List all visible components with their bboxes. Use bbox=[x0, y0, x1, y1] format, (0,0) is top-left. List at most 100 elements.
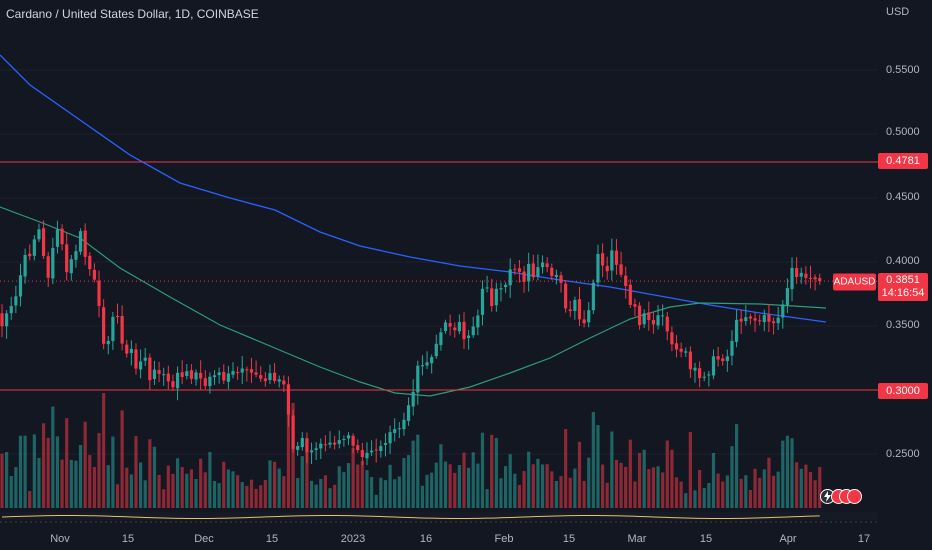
candle-body bbox=[605, 265, 609, 272]
volume-bar bbox=[28, 491, 32, 508]
candle-body bbox=[106, 340, 110, 345]
volume-bar bbox=[0, 453, 4, 508]
candle-body bbox=[568, 309, 572, 312]
volume-bar bbox=[448, 464, 452, 508]
time-tick: 2023 bbox=[340, 533, 366, 545]
volume-bar bbox=[249, 479, 254, 508]
time-axis[interactable]: Nov 15 Dec 15 2023 16 Feb 15 Mar 15 Apr … bbox=[0, 530, 932, 550]
volume-bar bbox=[383, 480, 388, 508]
volume-bar bbox=[65, 418, 69, 508]
candle-body bbox=[808, 277, 813, 279]
candle-body bbox=[776, 317, 780, 324]
candle-body bbox=[406, 405, 411, 421]
candle-body bbox=[767, 314, 771, 322]
candle-body bbox=[78, 231, 83, 252]
candle-body bbox=[383, 443, 388, 446]
candle-body bbox=[434, 343, 438, 357]
volume-bar bbox=[804, 464, 808, 508]
volume-bar bbox=[356, 464, 360, 508]
chart-pane[interactable] bbox=[0, 0, 878, 530]
candle-body bbox=[370, 450, 374, 453]
volume-bar bbox=[554, 480, 558, 508]
candle-body bbox=[513, 268, 517, 270]
candle-body bbox=[92, 269, 96, 280]
volume-bar bbox=[457, 465, 461, 508]
candle-body bbox=[194, 372, 198, 380]
volume-bar bbox=[14, 467, 18, 508]
candle-body bbox=[254, 372, 258, 375]
candle-body bbox=[282, 380, 286, 385]
candle-body bbox=[661, 315, 665, 317]
volume-bar bbox=[670, 449, 674, 508]
volume-bar bbox=[41, 423, 46, 508]
candle-body bbox=[171, 381, 175, 388]
volume-bar bbox=[148, 439, 152, 508]
candle-body bbox=[346, 435, 351, 439]
candle-body bbox=[236, 372, 240, 374]
candle-body bbox=[217, 372, 221, 376]
volume-bar bbox=[499, 478, 503, 508]
candle-body bbox=[587, 310, 591, 323]
flag-icon[interactable] bbox=[847, 489, 862, 504]
candle-body bbox=[397, 428, 401, 430]
volume-bar bbox=[175, 458, 180, 508]
candle-body bbox=[457, 322, 461, 332]
volume-bar bbox=[517, 484, 522, 508]
time-tick: 15 bbox=[121, 533, 135, 545]
volume-bar bbox=[591, 412, 595, 508]
price-scale[interactable]: USD 0.5500 0.5000 0.4500 0.4000 0.3500 0… bbox=[878, 0, 932, 530]
price-chart[interactable] bbox=[0, 0, 878, 530]
time-tick: 15 bbox=[265, 533, 279, 545]
volume-bar bbox=[601, 464, 605, 508]
candle-body bbox=[189, 370, 194, 379]
chart-title[interactable]: Cardano / United States Dollar, 1D, COIN… bbox=[6, 7, 259, 21]
volume-bar bbox=[679, 481, 683, 508]
candle-body bbox=[46, 256, 50, 278]
volume-bar bbox=[5, 451, 9, 508]
volume-bar bbox=[51, 406, 55, 508]
volume-bar bbox=[587, 457, 591, 508]
time-tick: Feb bbox=[494, 533, 514, 545]
level-label-low[interactable]: 0.3000 bbox=[878, 383, 928, 399]
volume-bar bbox=[263, 479, 267, 508]
candle-body bbox=[203, 378, 207, 387]
volume-bar bbox=[688, 431, 692, 508]
candle-body bbox=[102, 307, 106, 344]
candle-body bbox=[596, 253, 600, 283]
candle-body bbox=[55, 229, 60, 247]
volume-bar bbox=[370, 477, 374, 508]
candle-body bbox=[619, 264, 623, 275]
candle-body bbox=[804, 273, 808, 278]
candle-body bbox=[795, 268, 799, 277]
volume-bar bbox=[462, 452, 466, 508]
volume-bar bbox=[527, 451, 531, 508]
candle-body bbox=[430, 357, 434, 364]
level-label-high[interactable]: 0.4781 bbox=[878, 153, 928, 169]
volume-bar bbox=[129, 474, 133, 508]
candle-body bbox=[305, 438, 309, 453]
volume-bar bbox=[374, 494, 378, 508]
volume-bar bbox=[323, 475, 327, 508]
candle-body bbox=[762, 315, 766, 323]
volume-bar bbox=[619, 462, 623, 508]
volume-bar bbox=[665, 440, 669, 508]
candle-body bbox=[545, 263, 549, 268]
volume-bar bbox=[531, 464, 535, 508]
candle-body bbox=[688, 351, 692, 370]
candle-body bbox=[490, 288, 494, 307]
time-tick: 16 bbox=[419, 533, 433, 545]
volume-bar bbox=[467, 467, 471, 508]
volume-bar bbox=[180, 467, 184, 508]
volume-bar bbox=[490, 434, 494, 508]
time-tick: Apr bbox=[779, 533, 797, 545]
candle-body bbox=[259, 375, 263, 379]
candle-body bbox=[360, 450, 364, 458]
volume-bar bbox=[443, 461, 448, 508]
candle-body bbox=[467, 335, 471, 339]
candle-body bbox=[249, 369, 254, 373]
volume-bar bbox=[365, 470, 369, 508]
candle-body bbox=[393, 429, 397, 433]
event-icons[interactable] bbox=[820, 489, 868, 505]
volume-bar bbox=[300, 456, 304, 508]
candle-body bbox=[14, 296, 18, 306]
